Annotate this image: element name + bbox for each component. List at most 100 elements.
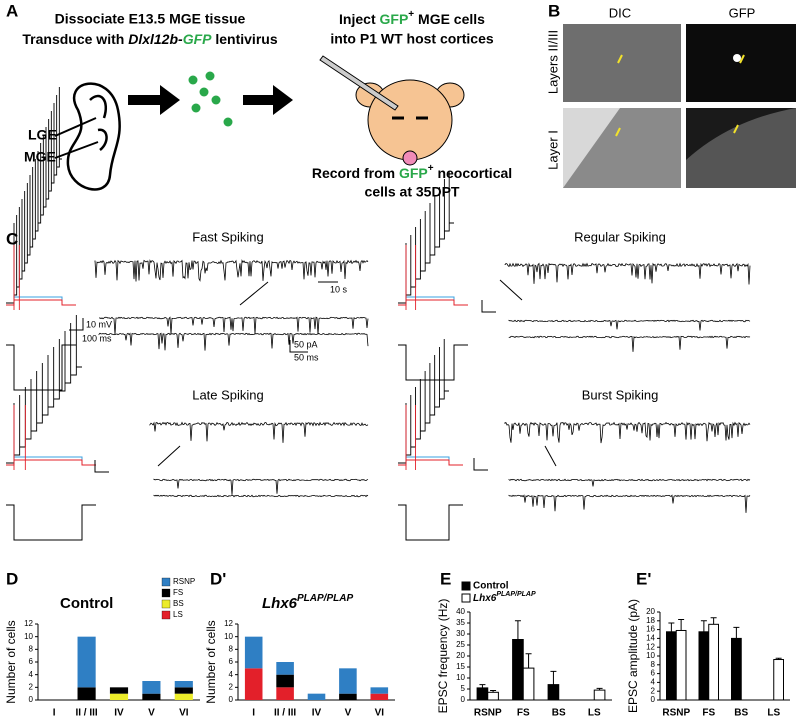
y-axis-label: EPSC amplitude (pA) bbox=[626, 599, 640, 713]
x-tick-label: V bbox=[345, 708, 352, 719]
trace bbox=[6, 344, 76, 391]
y-tick-label: 0 bbox=[29, 695, 34, 704]
panel-label: D' bbox=[210, 569, 226, 588]
y-axis-label: EPSC frequency (Hz) bbox=[436, 599, 450, 714]
bar-segment bbox=[174, 693, 193, 700]
y-tick-label: 10 bbox=[24, 632, 33, 641]
y-tick-label: 2 bbox=[229, 682, 234, 691]
y-tick-label: 10 bbox=[646, 651, 655, 660]
x-tick-label: RSNP bbox=[662, 708, 690, 719]
y-tick-label: 40 bbox=[456, 607, 465, 616]
legend-label: BS bbox=[173, 599, 184, 608]
text: Lhx6 bbox=[473, 593, 497, 604]
cell-type: Regular Spiking bbox=[574, 229, 666, 244]
chart-title: Lhx6PLAP/PLAP bbox=[262, 593, 353, 612]
panel-label: B bbox=[548, 1, 560, 20]
superscript: PLAP/PLAP bbox=[297, 593, 353, 604]
column-label: GFP bbox=[729, 5, 756, 20]
y-tick-label: 12 bbox=[24, 619, 33, 628]
trace bbox=[13, 405, 26, 470]
y-tick-label: 0 bbox=[461, 695, 466, 704]
step-text: into P1 WT host cortices bbox=[330, 31, 494, 47]
mouse-head bbox=[367, 79, 453, 161]
bar bbox=[593, 689, 606, 701]
pointer bbox=[54, 141, 99, 159]
bar bbox=[487, 691, 499, 701]
cell-type: Burst Spiking bbox=[582, 387, 659, 402]
x-tick-label: BS bbox=[552, 708, 566, 719]
y-tick-label: 0 bbox=[229, 695, 234, 704]
error-bar bbox=[596, 687, 603, 691]
bar-segment bbox=[109, 687, 129, 694]
bar-segment bbox=[174, 681, 193, 688]
mge-outline bbox=[97, 128, 108, 151]
text: Dlxl12b bbox=[128, 31, 178, 47]
error-bar bbox=[700, 620, 707, 632]
bar-segment bbox=[142, 681, 161, 694]
row-label: Layer I bbox=[545, 130, 560, 170]
cell-markers bbox=[615, 54, 745, 137]
scale-label: 10 mV bbox=[86, 319, 112, 329]
text: + bbox=[428, 163, 434, 174]
legend-swatch bbox=[161, 610, 171, 620]
trace bbox=[6, 459, 96, 466]
y-tick-label: 25 bbox=[456, 640, 465, 649]
bar bbox=[675, 629, 687, 701]
text: neocortical bbox=[437, 165, 512, 181]
y-axis-label: Number of cells bbox=[4, 620, 18, 703]
text: Transduce with bbox=[22, 31, 124, 47]
step-text: cells at 35DPT bbox=[365, 184, 460, 200]
arrow bbox=[243, 85, 293, 115]
panel-label: E bbox=[440, 569, 451, 588]
bar bbox=[512, 639, 524, 701]
trace bbox=[6, 504, 96, 541]
cell-type: Late Spiking bbox=[192, 387, 264, 402]
bar bbox=[731, 637, 742, 701]
y-tick-label: 2 bbox=[651, 686, 656, 695]
legend-swatch bbox=[161, 577, 171, 587]
x-tick-label: LS bbox=[767, 708, 780, 719]
bar bbox=[698, 631, 710, 701]
error-bar bbox=[514, 620, 521, 640]
y-tick-label: 8 bbox=[29, 644, 34, 653]
pointer bbox=[54, 117, 97, 137]
x-tick-label: V bbox=[148, 708, 155, 719]
trace bbox=[153, 478, 369, 495]
legend-swatch bbox=[161, 588, 171, 598]
region-label: LGE bbox=[28, 127, 57, 143]
text: lentivirus bbox=[215, 31, 277, 47]
x-tick-label: IV bbox=[312, 708, 322, 719]
bar-segment bbox=[370, 687, 389, 694]
bar-segment bbox=[339, 693, 357, 700]
y-tick-label: 0 bbox=[651, 695, 656, 704]
trace bbox=[405, 245, 417, 310]
region-label: MGE bbox=[24, 149, 56, 165]
text: GFP bbox=[183, 31, 212, 47]
panel-label: E' bbox=[636, 569, 651, 588]
trace bbox=[508, 335, 751, 352]
trace bbox=[153, 494, 369, 498]
error-bar bbox=[490, 690, 497, 693]
arrow bbox=[157, 279, 557, 467]
text: MGE cells bbox=[418, 11, 485, 27]
y-tick-label: 6 bbox=[229, 657, 234, 666]
bar bbox=[773, 659, 784, 701]
trace bbox=[405, 405, 417, 470]
trace bbox=[504, 421, 751, 444]
bar-segment bbox=[77, 636, 96, 688]
trace bbox=[508, 319, 751, 331]
bar bbox=[476, 687, 489, 701]
x-tick-label: RSNP bbox=[474, 708, 502, 719]
text: GFP bbox=[380, 11, 409, 27]
legend-swatch bbox=[461, 593, 471, 603]
row-label: Layers II/III bbox=[545, 30, 560, 94]
trace bbox=[149, 421, 369, 443]
step-text: Record from GFP+ neocortical bbox=[312, 159, 512, 181]
scale-bar bbox=[94, 300, 496, 473]
trace bbox=[13, 245, 20, 310]
y-tick-label: 18 bbox=[646, 616, 655, 625]
x-tick-label: II / III bbox=[75, 708, 97, 719]
bar-segment bbox=[142, 693, 161, 700]
text: Record from bbox=[312, 165, 395, 181]
